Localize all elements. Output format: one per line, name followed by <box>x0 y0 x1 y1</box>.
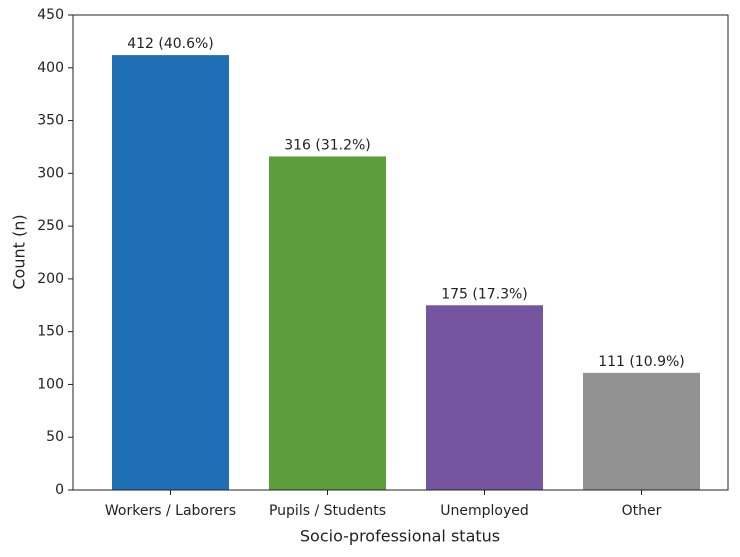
y-tick-label: 400 <box>37 60 64 76</box>
bar <box>583 372 700 490</box>
y-tick-label: 100 <box>37 376 64 392</box>
value-label: 412 (40.6%) <box>127 36 214 52</box>
value-label: 316 (31.2%) <box>284 137 371 153</box>
x-tick-label: Pupils / Students <box>269 503 386 519</box>
y-tick-label: 250 <box>37 218 64 234</box>
y-tick-label: 150 <box>37 324 64 340</box>
x-tick-label: Unemployed <box>440 503 529 519</box>
bar <box>269 156 386 490</box>
y-axis-title: Count (n) <box>10 214 29 289</box>
x-axis-title: Socio-professional status <box>300 527 500 546</box>
y-tick-label: 350 <box>37 113 64 129</box>
y-tick-label: 50 <box>46 429 64 445</box>
y-tick-label: 200 <box>37 271 64 287</box>
plot-frame <box>72 14 729 491</box>
y-tick-label: 300 <box>37 165 64 181</box>
y-tick-label: 450 <box>37 7 64 23</box>
x-tick-label: Other <box>622 503 662 519</box>
value-label: 111 (10.9%) <box>598 354 685 370</box>
x-tick-label: Workers / Laborers <box>105 503 236 519</box>
bar <box>112 55 229 490</box>
y-tick-label: 0 <box>55 482 64 498</box>
bar <box>426 305 543 490</box>
value-label: 175 (17.3%) <box>441 286 528 302</box>
